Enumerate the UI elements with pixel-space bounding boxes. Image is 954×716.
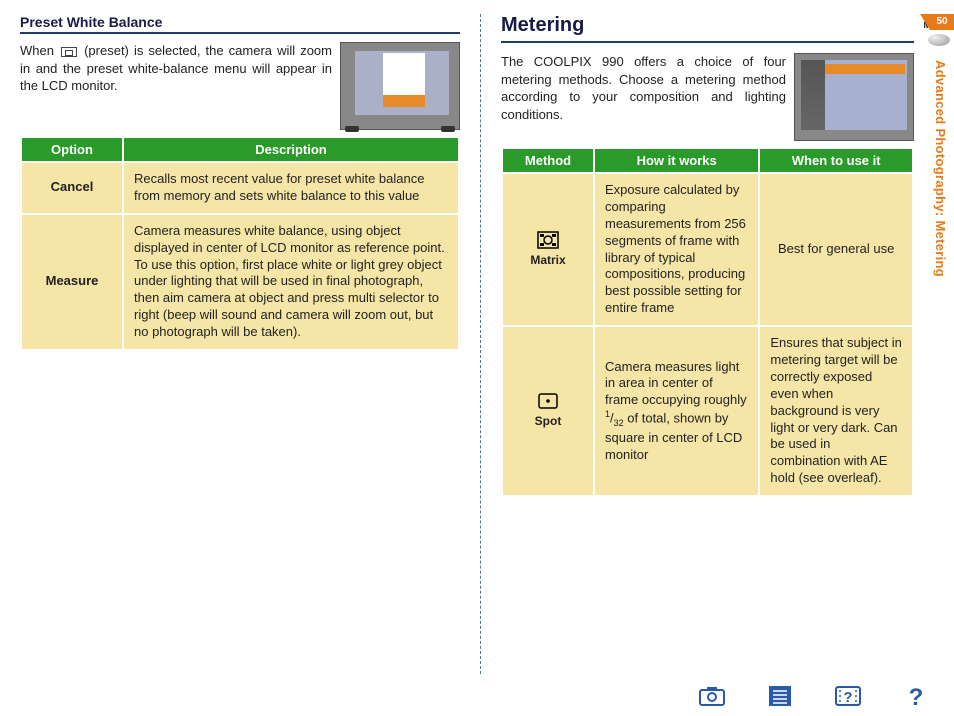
desc-measure: Camera measures white balance, using obj… xyxy=(124,215,458,349)
preset-wb-table: Option Description Cancel Recalls most r… xyxy=(20,136,460,351)
column-divider xyxy=(480,14,481,674)
th-method: Method xyxy=(503,149,593,172)
how-matrix: Exposure calculated by comparing measure… xyxy=(595,174,758,325)
svg-text:?: ? xyxy=(909,684,924,708)
preset-wb-title: Preset White Balance xyxy=(20,14,460,34)
option-cancel: Cancel xyxy=(22,163,122,213)
intro-pre: When xyxy=(20,43,59,58)
method-spot-label: Spot xyxy=(535,414,562,428)
how-spot: Camera measures light in area in center … xyxy=(595,327,758,495)
metering-table: Method How it works When to use it Matri… xyxy=(501,147,914,497)
when-matrix: Best for general use xyxy=(760,174,912,325)
desc-cancel: Recalls most recent value for preset whi… xyxy=(124,163,458,213)
table-row: Spot Camera measures light in area in ce… xyxy=(503,327,912,495)
table-row: Cancel Recalls most recent value for pre… xyxy=(22,163,458,213)
when-spot: Ensures that subject in metering target … xyxy=(760,327,912,495)
nav-camera-icon[interactable] xyxy=(698,684,726,708)
method-spot: Spot xyxy=(503,327,593,495)
lcd-preview-metering xyxy=(794,53,914,141)
nav-index-icon[interactable]: ? xyxy=(834,684,862,708)
svg-text:?: ? xyxy=(843,689,852,706)
method-matrix: Matrix xyxy=(503,174,593,325)
table-row: Matrix Exposure calculated by comparing … xyxy=(503,174,912,325)
nav-help-icon[interactable]: ? xyxy=(902,684,930,708)
spot-icon xyxy=(537,392,559,410)
menu-button[interactable] xyxy=(928,34,950,46)
th-how: How it works xyxy=(595,149,758,172)
table-row: Measure Camera measures white balance, u… xyxy=(22,215,458,349)
nav-contents-icon[interactable] xyxy=(766,684,794,708)
matrix-icon xyxy=(537,231,559,249)
footer-nav: ? ? xyxy=(0,684,954,708)
lcd-preview-preset-wb xyxy=(340,42,460,130)
page-number-tab: 50 xyxy=(930,14,954,30)
metering-title: Metering xyxy=(501,14,914,43)
th-when: When to use it xyxy=(760,149,912,172)
th-description: Description xyxy=(124,138,458,161)
section-tab: Advanced Photography: Metering xyxy=(933,60,948,277)
th-option: Option xyxy=(22,138,122,161)
method-matrix-label: Matrix xyxy=(530,253,565,267)
option-measure: Measure xyxy=(22,215,122,349)
preset-icon xyxy=(61,47,77,57)
